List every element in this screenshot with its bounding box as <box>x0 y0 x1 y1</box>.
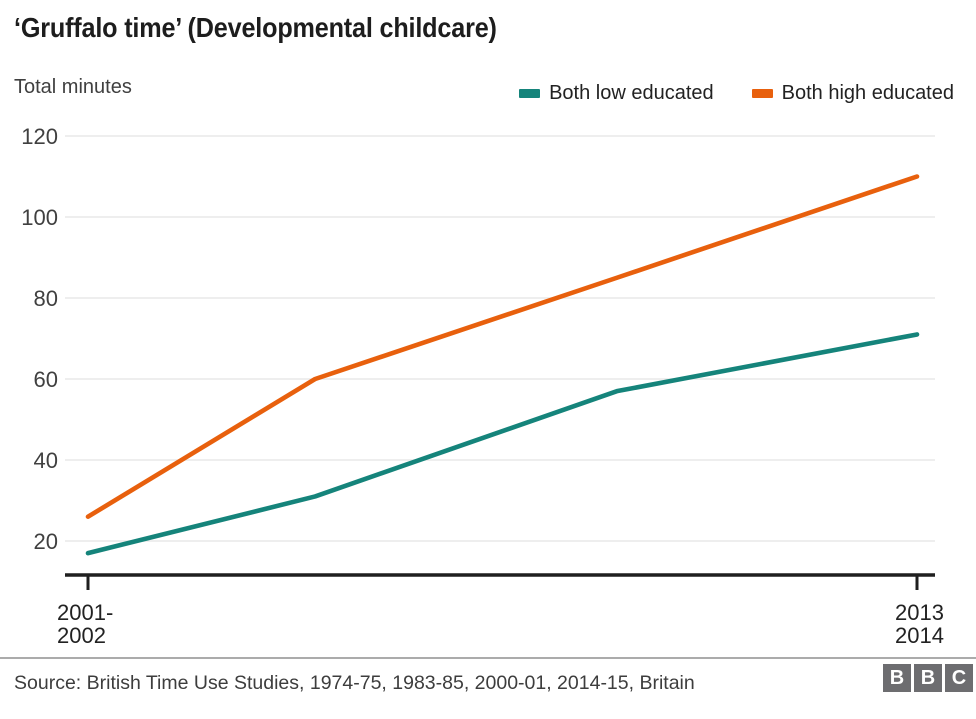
footer-divider <box>0 657 976 659</box>
bbc-logo-block-1: B <box>883 664 911 692</box>
legend-item-label: Both high educated <box>781 82 954 104</box>
series-line-both-high-educated <box>85 174 920 520</box>
legend: Both low educated Both high educated <box>519 82 954 105</box>
chart-title: ‘Gruffalo time’ (Developmental childcare… <box>14 12 497 43</box>
legend-swatch <box>751 89 773 98</box>
x-tick-label-start-line2: 2002 <box>57 623 106 648</box>
x-tick-label-end-line2: 2014 <box>895 623 944 648</box>
legend-item-both-low-educated: Both low educated <box>519 82 714 105</box>
y-tick-label-80: 80 <box>34 286 58 311</box>
y-tick-label-100: 100 <box>21 205 58 230</box>
source-text: Source: British Time Use Studies, 1974-7… <box>14 672 695 694</box>
y-axis-unit-label: Total minutes <box>14 76 132 98</box>
legend-item-label: Both low educated <box>549 82 714 104</box>
legend-swatch <box>519 89 541 98</box>
y-tick-label-60: 60 <box>34 367 58 392</box>
bbc-logo-block-2: B <box>914 664 942 692</box>
legend-item-both-high-educated: Both high educated <box>751 82 954 105</box>
y-tick-label-20: 20 <box>34 529 58 554</box>
x-tick-label-start-line1: 2001- <box>57 600 113 625</box>
y-tick-label-40: 40 <box>34 448 58 473</box>
x-tick-label-end-line1: 2013 <box>895 600 944 625</box>
bbc-logo-block-3: C <box>945 664 973 692</box>
series-line-both-low-educated <box>85 332 920 556</box>
y-tick-label-120: 120 <box>21 124 58 149</box>
